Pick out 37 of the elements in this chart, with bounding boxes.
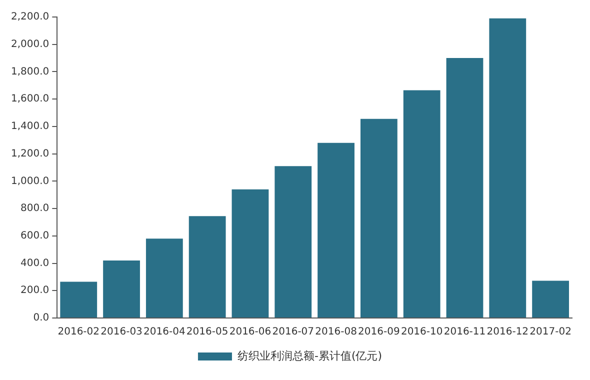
y-tick-label: 2,200.0 bbox=[10, 12, 50, 23]
x-tick-label: 2016-02 bbox=[58, 326, 100, 338]
bar bbox=[318, 142, 354, 318]
bar bbox=[188, 216, 226, 318]
bar bbox=[232, 189, 269, 318]
x-tick-label: 2017-02 bbox=[530, 326, 572, 338]
bar bbox=[403, 90, 440, 318]
y-tick-label: 600.0 bbox=[20, 230, 50, 242]
y-tick-label: 1,600.0 bbox=[10, 94, 50, 105]
legend-label: 纺织业利润总额-累计值(亿元) bbox=[237, 349, 382, 362]
y-tick-label: 1,000.0 bbox=[10, 176, 50, 187]
x-tick-label: 2016-05 bbox=[186, 326, 228, 338]
y-tick-label: 1,400.0 bbox=[10, 121, 50, 132]
x-tick-label: 2016-06 bbox=[229, 326, 272, 338]
x-tick-label: 2016-03 bbox=[100, 326, 142, 338]
x-tick-label: 2016-09 bbox=[358, 326, 400, 338]
bar bbox=[446, 58, 484, 318]
bar bbox=[274, 166, 312, 318]
bar bbox=[103, 260, 140, 318]
x-tick-label: 2016-04 bbox=[144, 326, 186, 338]
x-tick-label: 2016-12 bbox=[486, 326, 529, 338]
y-tick-label: 0.0 bbox=[33, 312, 50, 324]
y-tick-label: 400.0 bbox=[20, 258, 50, 269]
bar bbox=[60, 282, 98, 318]
y-tick-label: 1,200.0 bbox=[10, 148, 50, 160]
y-tick-label: 1,800.0 bbox=[10, 66, 50, 78]
bar bbox=[146, 238, 183, 318]
bar bbox=[532, 280, 569, 318]
bar bbox=[489, 18, 526, 318]
y-tick-label: 200.0 bbox=[20, 285, 50, 296]
x-tick-label: 2016-10 bbox=[400, 326, 443, 338]
y-tick-label: 2,000.0 bbox=[10, 38, 50, 50]
x-tick-label: 2016-11 bbox=[444, 326, 486, 338]
bar bbox=[360, 118, 398, 318]
x-tick-label: 2016-08 bbox=[315, 326, 357, 338]
x-tick-label: 2016-07 bbox=[272, 326, 314, 338]
y-tick-label: 800.0 bbox=[20, 203, 50, 214]
